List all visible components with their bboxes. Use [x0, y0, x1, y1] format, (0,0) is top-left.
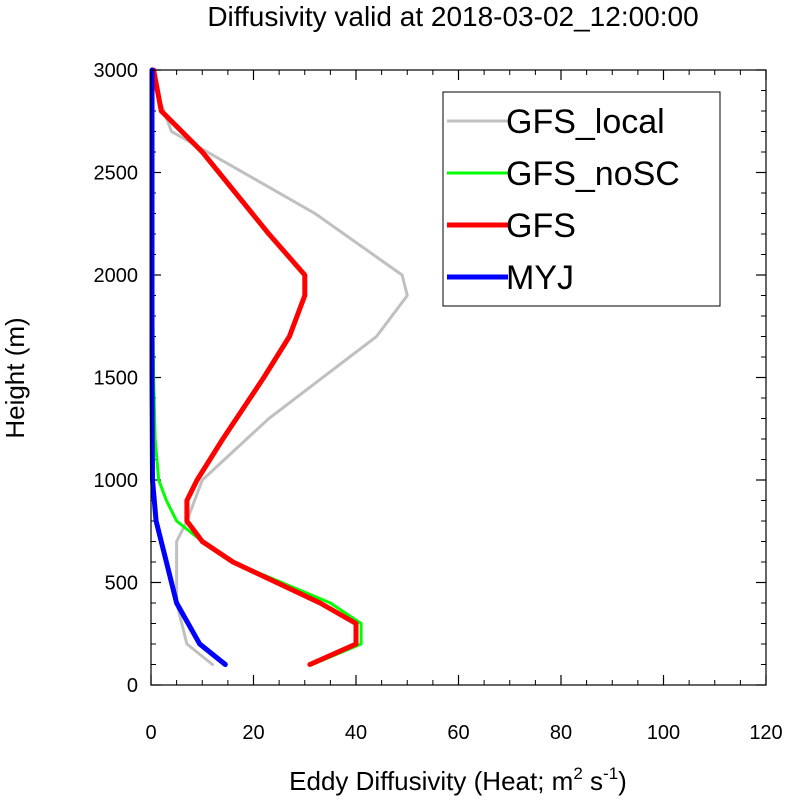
x-tick-label: 120	[749, 722, 782, 744]
y-axis-label: Height (m)	[0, 317, 30, 438]
series-layer	[149, 67, 409, 667]
y-tick-label: 2500	[94, 163, 139, 185]
x-tick-label: 80	[550, 722, 572, 744]
x-tick-label: 100	[647, 722, 680, 744]
chart-title: Diffusivity valid at 2018-03-02_12:00:00	[207, 1, 698, 32]
legend-items: GFS_local GFS_noSC GFS MYJ	[447, 103, 680, 297]
series-line-gfs-local	[152, 68, 409, 666]
y-tick-label: 500	[105, 573, 138, 595]
x-tick-label: 0	[145, 722, 156, 744]
y-tick-label: 3000	[94, 60, 139, 82]
y-tick-labels: 0 500 1000 1500 2000 2500 3000	[94, 60, 139, 697]
x-tick-label: 20	[242, 722, 264, 744]
series-line-gfs	[151, 67, 359, 667]
y-tick-label: 1000	[94, 470, 139, 492]
x-axis-label: Eddy Diffusivity (Heat; m2 s-1)	[289, 764, 627, 796]
legend: GFS_local GFS_noSC GFS MYJ	[442, 91, 721, 307]
y-tick-label: 0	[127, 675, 138, 697]
y-tick-label: 1500	[94, 368, 139, 390]
legend-label: GFS	[506, 207, 576, 245]
x-tick-label: 40	[345, 722, 367, 744]
legend-box	[442, 91, 721, 307]
y-tick-label: 2000	[94, 265, 139, 287]
series-line-myj	[149, 67, 228, 667]
x-tick-labels: 0 20 40 60 80 100 120	[145, 722, 782, 744]
legend-label: GFS_local	[506, 103, 665, 141]
legend-label: MYJ	[506, 259, 574, 297]
legend-label: GFS_noSC	[506, 155, 680, 193]
plot-frame	[150, 69, 767, 686]
x-tick-label: 60	[447, 722, 469, 744]
